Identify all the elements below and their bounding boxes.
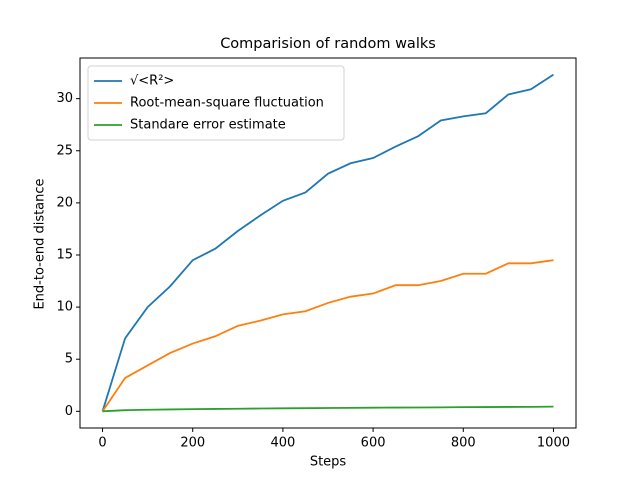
x-tick-label: 0 [98,436,106,451]
series-line [102,405,554,413]
y-tick-label: 25 [56,143,73,158]
legend-box [87,65,345,141]
y-tick-label: 30 [56,91,73,106]
y-axis-label: End-to-end distance [33,178,48,309]
x-tick-label: 400 [270,436,295,451]
plot-frame [79,57,577,429]
series-line [101,259,554,412]
x-tick-label: 800 [451,436,476,451]
y-tick-label: 5 [65,352,73,367]
x-tick-label: 1000 [537,436,570,451]
y-tick-label: 0 [65,404,73,419]
legend-label: Standare error estimate [130,118,286,133]
series-line [101,73,554,412]
legend-label: Root-mean-square fluctuation [130,96,324,111]
chart-title: Comparision of random walks [220,36,436,52]
y-tick-label: 15 [56,247,73,262]
y-tick-label: 10 [56,300,73,315]
x-tick-label: 600 [361,436,386,451]
x-axis-label: Steps [310,455,347,470]
x-tick-label: 200 [180,436,205,451]
legend-label: √<R²> [130,74,174,89]
y-tick-label: 20 [56,195,73,210]
